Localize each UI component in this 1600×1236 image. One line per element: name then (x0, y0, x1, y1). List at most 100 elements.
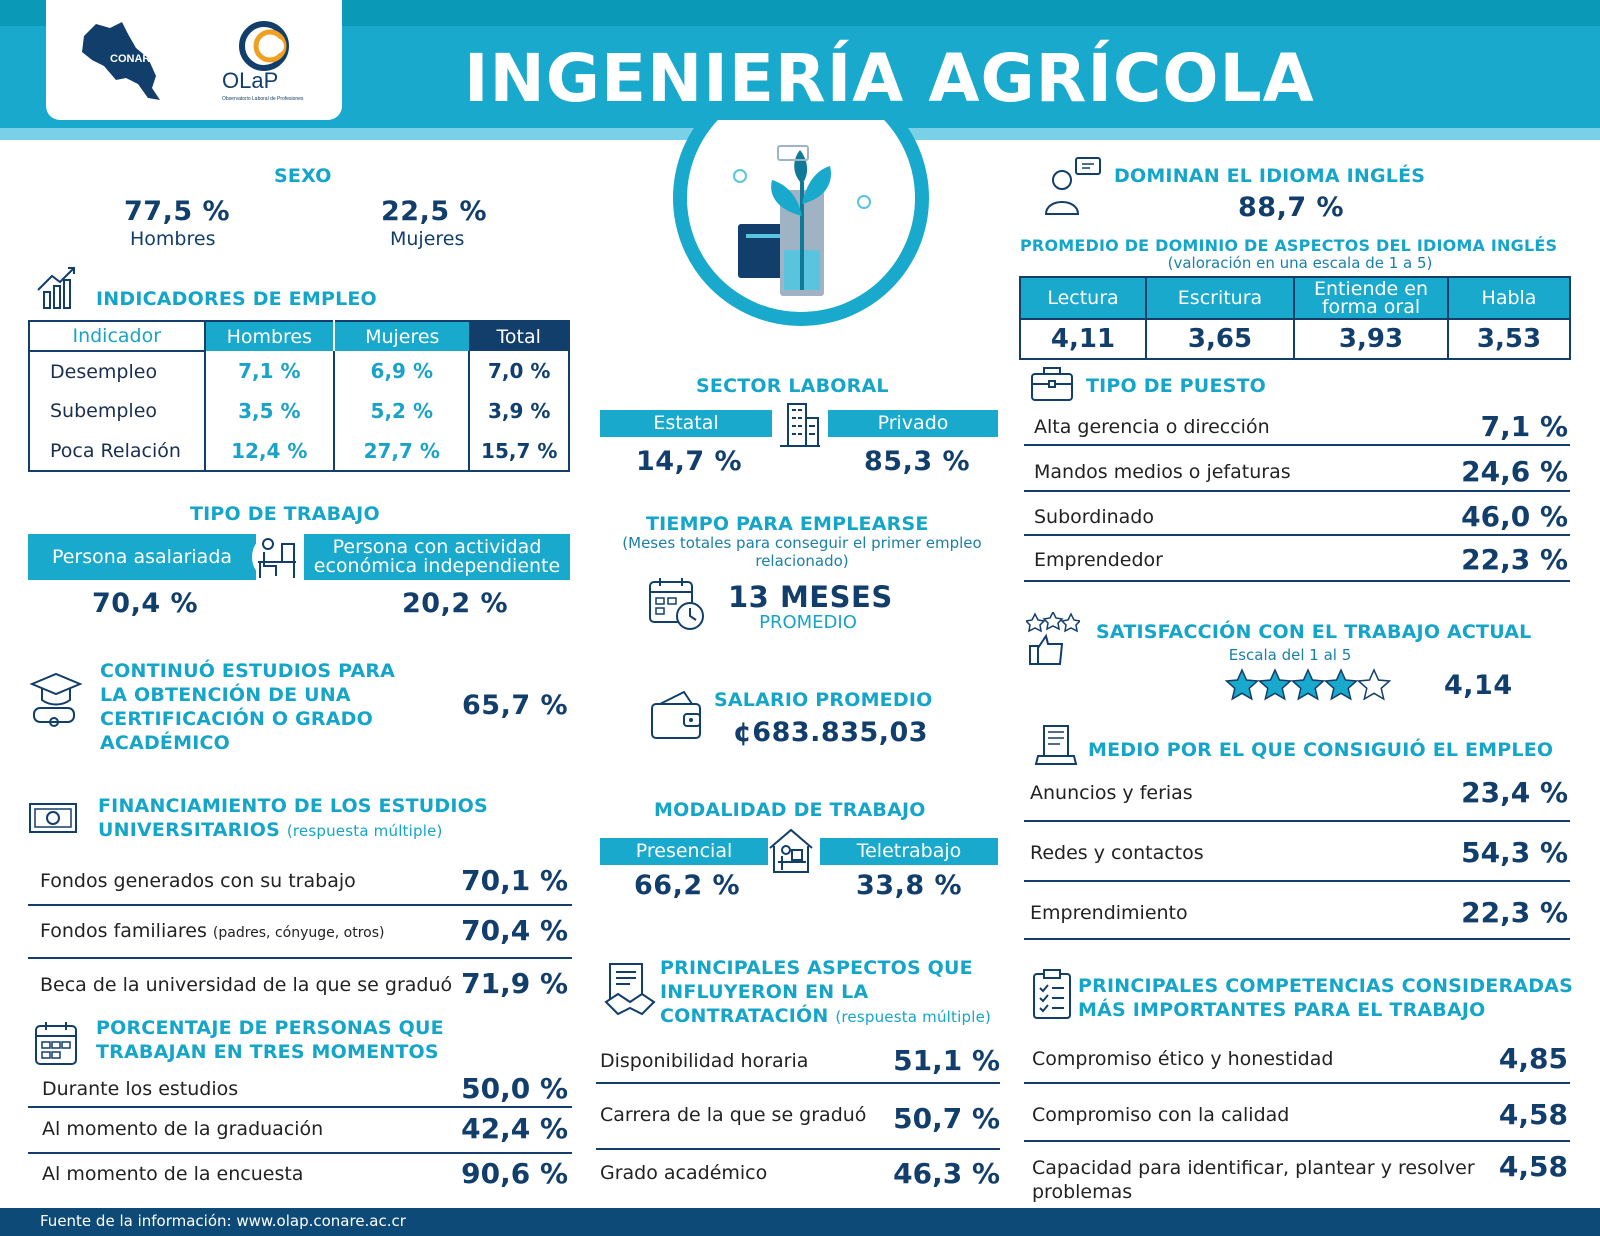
row-label: Desempleo (29, 351, 206, 391)
habla-value: 3,53 (1448, 318, 1571, 359)
row-mujeres: 6,9 % (334, 351, 471, 391)
checklist-icon (1033, 969, 1071, 1019)
divider (28, 957, 572, 959)
competencias-row-label-line-2: problemas (1032, 1181, 1133, 1203)
footer-source-text: Fuente de la información: www.olap.conar… (40, 1212, 406, 1230)
contratacion-title-line-1: PRINCIPALES ASPECTOS QUE (660, 957, 973, 979)
competencias-row-label: Compromiso ético y honestidad (1032, 1048, 1334, 1070)
puesto-row-label: Emprendedor (1034, 549, 1163, 571)
puesto-title: TIPO DE PUESTO (1086, 375, 1267, 397)
contratacion-row-label: Disponibilidad horaria (600, 1050, 809, 1072)
momentos-title-line-2: TRABAJAN EN TRES MOMENTOS (96, 1041, 439, 1063)
momentos-row-value: 50,0 % (461, 1072, 568, 1105)
col-header-entiende: Entiende en forma oral (1294, 277, 1449, 319)
independiente-value: 20,2 % (402, 588, 509, 619)
divider (28, 904, 572, 906)
financiamiento-row-value: 71,9 % (461, 967, 568, 1000)
puesto-row-value: 22,3 % (1461, 543, 1568, 576)
competencias-title: PRINCIPALES COMPETENCIAS CONSIDERADAS MÁ… (1078, 974, 1573, 1022)
competencias-row-label: Compromiso con la calidad (1032, 1104, 1290, 1126)
contratacion-row-value: 51,1 % (893, 1044, 1000, 1077)
financiamiento-row-value: 70,1 % (461, 864, 568, 897)
independiente-label-2: económica independiente (313, 555, 561, 577)
laptop-document-icon (1034, 725, 1078, 765)
table-row: Subempleo 3,5 % 5,2 % 3,9 % (29, 391, 569, 431)
col-header-hombres: Hombres (204, 321, 335, 351)
col-header-mujeres: Mujeres (333, 321, 470, 351)
presencial-bar: Presencial (600, 838, 768, 865)
col-header-indicador: Indicador (29, 321, 206, 352)
wallet-icon (651, 690, 701, 739)
home-office-icon (769, 828, 813, 873)
ingles-subtitle: PROMEDIO DE DOMINIO DE ASPECTOS DEL IDIO… (1020, 236, 1558, 255)
asalariada-bar: Persona asalariada (28, 534, 256, 580)
sexo-hombres-value: 77,5 % (124, 196, 231, 227)
row-total: 7,0 % (488, 359, 551, 383)
sexo-title: SEXO (274, 165, 332, 187)
tiempo-title: TIEMPO PARA EMPLEARSE (646, 513, 929, 535)
independiente-label-1: Persona con actividad (332, 536, 542, 558)
contratacion-row-value: 50,7 % (893, 1102, 1000, 1135)
competencias-row-label: Capacidad para identificar, plantear y r… (1032, 1156, 1475, 1204)
row-label: Subempleo (29, 391, 206, 431)
momentos-row-value: 42,4 % (461, 1112, 568, 1145)
salario-value: ¢683.835,03 (733, 717, 929, 748)
row-total: 3,9 % (488, 399, 551, 423)
money-bill-icon (29, 803, 77, 833)
divider (28, 1106, 572, 1108)
momentos-row-label: Durante los estudios (42, 1078, 239, 1100)
entiende-value: 3,93 (1294, 318, 1449, 359)
medio-row-label: Anuncios y ferias (1030, 782, 1193, 804)
tipo-trabajo-title: TIPO DE TRABAJO (190, 503, 380, 525)
tiempo-value: 13 MESES (728, 580, 893, 614)
independiente-bar: Persona con actividad económica independ… (304, 534, 570, 580)
divider (1024, 820, 1570, 822)
financiamiento-row-label: Beca de la universidad de la que se grad… (40, 974, 453, 996)
row-total: 15,7 % (481, 438, 558, 463)
footer-bar: Fuente de la información: www.olap.conar… (0, 1208, 1600, 1236)
financiamiento-row-label: Fondos familiares (padres, cónyuge, otro… (40, 920, 384, 942)
estatal-value: 14,7 % (636, 446, 743, 477)
desk-worker-icon (252, 532, 302, 582)
english-skills-table: Lectura Escritura Entiende en forma oral… (1019, 276, 1571, 360)
sector-title: SECTOR LABORAL (696, 375, 889, 397)
puesto-row-value: 46,0 % (1461, 500, 1568, 533)
salario-title: SALARIO PROMEDIO (714, 689, 933, 711)
divider (28, 1152, 572, 1154)
asalariada-value: 70,4 % (92, 588, 199, 619)
estudios-title-line-4: ACADÉMICO (100, 732, 230, 754)
medio-title: MEDIO POR EL QUE CONSIGUIÓ EL EMPLEO (1088, 739, 1554, 761)
star-icon (1356, 668, 1392, 701)
competencias-title-line-2: MÁS IMPORTANTES PARA EL TRABAJO (1078, 999, 1486, 1021)
momentos-row-label: Al momento de la encuesta (42, 1163, 304, 1185)
ingles-subnote: (valoración en una escala de 1 a 5) (1167, 254, 1433, 272)
row-hombres: 12,4 % (204, 431, 336, 471)
star-icon (1323, 668, 1359, 701)
estudios-value: 65,7 % (462, 690, 569, 721)
tiempo-subtitle-line-1: (Meses totales para conseguir el primer … (622, 534, 982, 552)
divider (1024, 534, 1570, 536)
financiamiento-row-label-text: Fondos familiares (40, 920, 207, 942)
lectura-value: 4,11 (1020, 318, 1147, 359)
building-icon (780, 403, 820, 447)
tiempo-subtitle: (Meses totales para conseguir el primer … (604, 534, 1000, 570)
estudios-title-line-2: LA OBTENCIÓN DE UNA (100, 684, 351, 706)
momentos-row-value: 90,6 % (461, 1157, 568, 1190)
divider (596, 1148, 1000, 1150)
momentos-title: PORCENTAJE DE PERSONAS QUE TRABAJAN EN T… (96, 1016, 444, 1064)
col-header-lectura: Lectura (1020, 277, 1147, 319)
divider (1024, 444, 1570, 446)
page-title: INGENIERÍA AGRÍCOLA (464, 40, 1315, 117)
financiamiento-row-note: (padres, cónyuge, otros) (212, 925, 385, 941)
empleo-title: INDICADORES DE EMPLEO (96, 288, 377, 310)
row-hombres: 3,5 % (204, 391, 336, 431)
table-header-row: Lectura Escritura Entiende en forma oral… (1020, 277, 1571, 319)
olap-logo-icon: OLaP Observatorio Laboral de Profesiones (222, 21, 304, 102)
estudios-title-line-3: CERTIFICACIÓN O GRADO (100, 708, 373, 730)
calendar-grid-icon (35, 1022, 77, 1065)
contratacion-row-value: 46,3 % (893, 1157, 1000, 1190)
contratacion-title-line-3: CONTRATACIÓN (660, 1005, 829, 1027)
teletrabajo-bar: Teletrabajo (820, 838, 998, 865)
escritura-value: 3,65 (1146, 318, 1295, 359)
sexo-mujeres-label: Mujeres (390, 228, 465, 250)
